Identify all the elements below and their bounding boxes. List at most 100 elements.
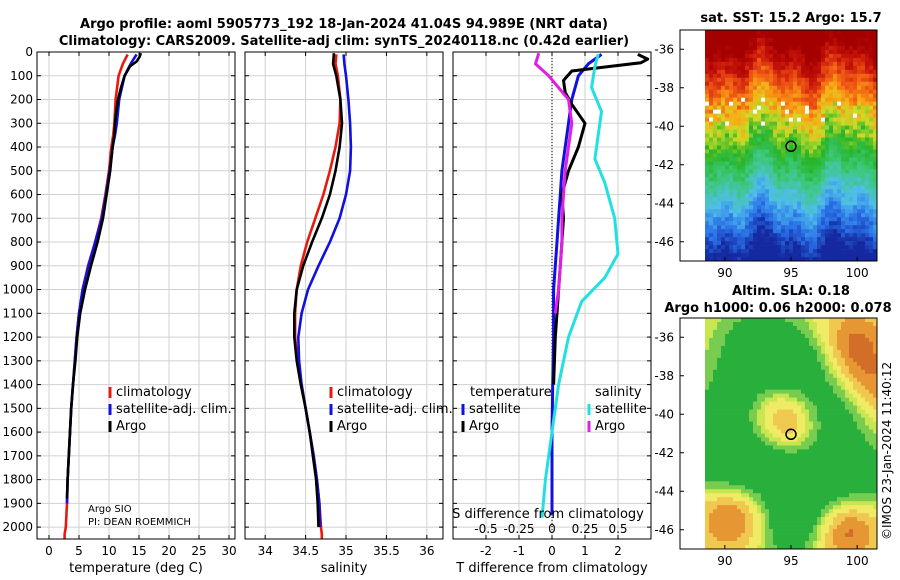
sla_map-cell — [749, 473, 754, 478]
sla_map-cell — [845, 501, 850, 506]
sla_map-cell — [765, 457, 770, 462]
sst_map-cell — [829, 129, 834, 134]
sla_map-cell — [737, 445, 742, 450]
sla_map-cell — [813, 405, 818, 410]
sst_map-cell — [873, 241, 877, 246]
sla_map-cell — [861, 481, 866, 486]
difference-t-satellite-line — [550, 53, 603, 516]
sst_map-cell — [773, 109, 778, 114]
difference-xlabel: T difference from climatology — [455, 561, 648, 576]
sst_map-cell — [785, 173, 790, 178]
sst_map-cell — [821, 113, 826, 118]
sla_map-cell — [765, 481, 770, 486]
sst_map-cell — [845, 65, 850, 71]
sst_map-cell — [749, 121, 754, 126]
sst_map-cell — [837, 81, 842, 87]
sst_map-cell — [833, 233, 838, 238]
sst_map-cell — [729, 101, 734, 106]
sst_map-cell — [837, 165, 842, 170]
sst_map-cell — [741, 133, 746, 138]
sla_map-cell — [765, 441, 770, 446]
sst_map-cell — [797, 177, 802, 182]
sla_map-cell — [849, 497, 854, 502]
sst_map-cell — [873, 57, 877, 63]
sla_map-cell — [765, 357, 770, 363]
sst_map-cell — [773, 185, 778, 190]
sla_map-cell — [825, 357, 830, 363]
sst_map-cell — [825, 113, 830, 118]
sst_map-cell — [833, 73, 838, 79]
sla_map-cell — [769, 409, 774, 414]
sla_map-cell — [861, 433, 866, 438]
sla_map-cell — [865, 365, 870, 371]
sst_map-cell — [873, 121, 877, 126]
sst_map-cell — [817, 189, 822, 194]
sla_map-cell — [753, 333, 758, 339]
sst_map-cell — [765, 137, 770, 142]
sst_map-cell — [781, 169, 786, 174]
sla_map-cell — [797, 329, 802, 335]
sla_map-cell — [849, 325, 854, 331]
sla_map-cell — [825, 433, 830, 438]
sla_map-cell — [761, 325, 766, 331]
sst_map-cell — [781, 77, 786, 83]
sla_map-cell — [737, 485, 742, 490]
sla_map-cell — [817, 329, 822, 335]
sst_map-cell — [805, 217, 810, 222]
sst_map-cell — [857, 41, 862, 47]
sla_map-cell — [725, 413, 730, 418]
sst_map-cell — [741, 41, 746, 47]
sst_map-cell — [761, 125, 766, 130]
sla_map-cell — [741, 481, 746, 486]
sst_map-cell — [717, 149, 722, 154]
sst_map-cell — [817, 157, 822, 162]
sst_map-cell — [821, 121, 826, 126]
sst_map-cell — [717, 221, 722, 226]
sla_map-cell — [773, 493, 778, 498]
sla_map-cell — [809, 409, 814, 414]
sla_map-cell — [733, 357, 738, 363]
sla_map-cell — [745, 325, 750, 331]
sst_map-cell — [749, 153, 754, 158]
sst_map-cell — [765, 125, 770, 130]
sst_map-cell — [717, 49, 722, 55]
sst_map-cell — [833, 41, 838, 47]
sla_map-cell — [861, 329, 866, 335]
sst_map-cell — [753, 249, 758, 254]
sla_map-cell — [785, 437, 790, 442]
sst_map-cell — [869, 121, 874, 126]
sst_map-cell — [853, 133, 858, 138]
sla_map-cell — [757, 465, 762, 470]
sst_map-cell — [749, 81, 754, 87]
sst_map-cell — [749, 241, 754, 246]
sst_map-cell — [777, 37, 782, 43]
sla_map-cell — [873, 385, 877, 390]
sla_map-cell — [813, 389, 818, 394]
sst_map-cell — [741, 77, 746, 83]
sst_map-cell — [737, 169, 742, 174]
sla_map-cell — [713, 441, 718, 446]
sla_map-cell — [837, 501, 842, 506]
sst_map-cell — [869, 221, 874, 226]
sst_map-cell — [773, 121, 778, 126]
sst_map-cell — [849, 137, 854, 142]
sst_map-cell — [765, 141, 770, 146]
sst_map-cell — [713, 49, 718, 55]
sla_map-cell — [853, 461, 858, 466]
sla_map-cell — [721, 318, 726, 323]
sla_map-cell — [817, 437, 822, 442]
sla_map-cell — [841, 485, 846, 490]
sst_map-cell — [873, 81, 877, 87]
sst_map-cell — [813, 225, 818, 230]
sla_map-cell — [873, 449, 877, 454]
sla_map-cell — [849, 349, 854, 355]
sla_map-cell — [781, 425, 786, 430]
sla_map-cell — [861, 485, 866, 490]
sla_map-cell — [841, 373, 846, 379]
sst_map-cell — [817, 173, 822, 178]
sla_map-cell — [873, 377, 877, 383]
sst_map-cell — [809, 149, 814, 154]
sst_map-cell — [833, 177, 838, 182]
sst_map-cell — [709, 185, 714, 190]
sst_map-cell — [853, 249, 858, 254]
